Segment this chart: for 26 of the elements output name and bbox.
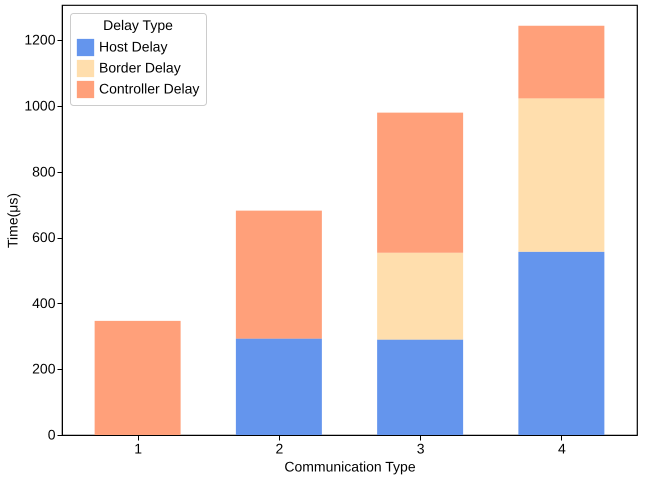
bar	[518, 252, 604, 435]
bar	[518, 26, 604, 98]
x-tick-label: 1	[134, 440, 142, 456]
x-axis-title: Communication Type	[284, 458, 416, 474]
bar	[377, 340, 464, 435]
legend-label: Controller Delay	[99, 80, 200, 96]
bar	[518, 98, 604, 252]
y-tick-label: 400	[32, 294, 56, 311]
bar	[236, 338, 322, 435]
bar	[236, 210, 322, 339]
x-tick-label: 4	[558, 440, 566, 456]
bar	[377, 112, 464, 253]
y-axis-title: Time(μs)	[4, 193, 20, 248]
y-tick-label: 200	[32, 360, 56, 377]
legend-title: Delay Type	[103, 17, 174, 33]
y-tick-label: 600	[32, 229, 56, 246]
bar	[94, 320, 181, 435]
y-tick-label: 800	[32, 163, 56, 180]
y-tick-label: 1000	[24, 98, 56, 114]
x-tick-label: 2	[275, 440, 284, 456]
y-tick-label: 0	[48, 426, 56, 442]
legend-label: Border Delay	[99, 60, 181, 76]
y-tick-label: 1200	[24, 32, 56, 48]
bar	[377, 252, 464, 340]
x-tick-label: 3	[416, 440, 425, 456]
legend-label: Host Delay	[99, 38, 168, 54]
